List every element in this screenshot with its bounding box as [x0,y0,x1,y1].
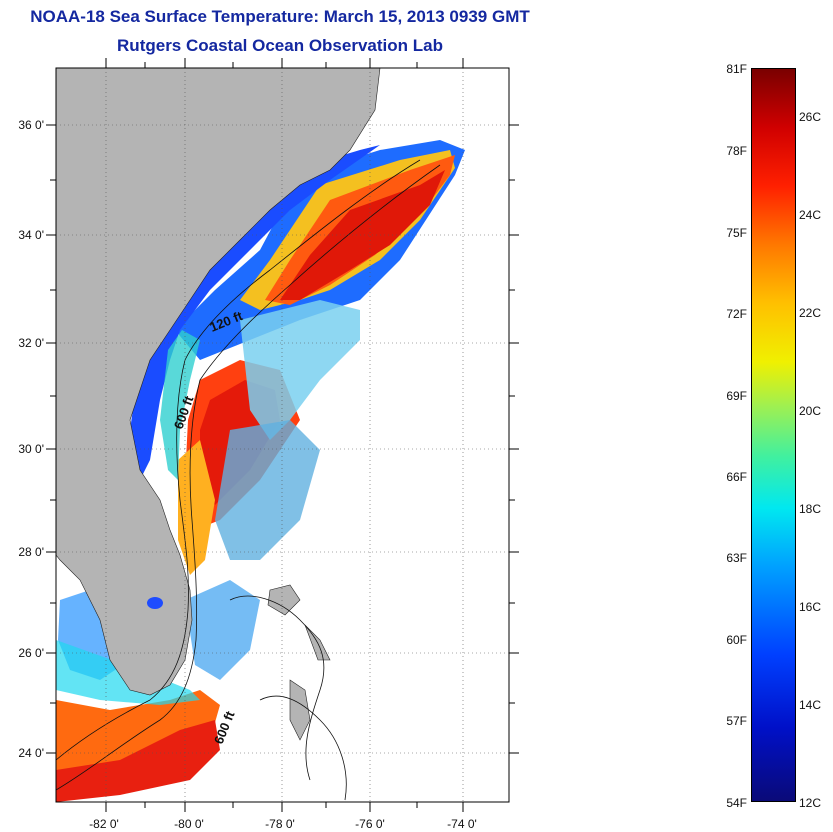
lat-label-34: 34 0' [18,228,44,242]
land-mass [56,68,381,696]
colorbar-c-label: 16C [799,600,822,614]
lat-label-28: 28 0' [18,545,44,559]
tick-marks [46,58,519,812]
colorbar-f-label: 57F [726,714,747,728]
sst-swath [56,68,509,802]
colorbar-c-label: 22C [799,306,822,320]
colorbar-c-label: 12C [799,796,822,810]
lat-label-30: 30 0' [18,442,44,456]
lon-label-76: -76 0' [355,817,385,831]
map-title: NOAA-18 Sea Surface Temperature: March 1… [30,7,530,26]
map-subtitle: Rutgers Coastal Ocean Observation Lab [117,36,443,55]
lat-label-24: 24 0' [18,746,44,760]
colorbar-f-label: 63F [726,551,747,565]
lon-label-74: -74 0' [447,817,477,831]
lon-label-80: -80 0' [174,817,204,831]
lat-label-26: 26 0' [18,646,44,660]
colorbar-f-label: 72F [726,307,747,321]
colorbar-c-label: 20C [799,404,822,418]
colorbar-c-label: 18C [799,502,822,516]
lon-label-78: -78 0' [265,817,295,831]
sst-map: 36 0' 34 0' 32 0' 30 0' 28 0' 26 0' 24 0… [18,58,519,831]
colorbar-f-label: 69F [726,389,747,403]
colorbar-f-label: 60F [726,633,747,647]
bathymetry-contours [56,159,441,801]
colorbar-c-label: 14C [799,698,822,712]
colorbar-f-label: 66F [726,470,747,484]
colorbar-c-label: 24C [799,208,822,222]
colorbar-f-label: 81F [726,62,747,76]
colorbar-c-label: 26C [799,110,822,124]
colorbar-f-label: 54F [726,796,747,810]
lat-label-36: 36 0' [18,118,44,132]
lat-label-32: 32 0' [18,336,44,350]
colorbar-f-label: 78F [726,144,747,158]
temperature-colorbar [751,68,796,802]
lon-label-82: -82 0' [89,817,119,831]
colorbar-f-label: 75F [726,226,747,240]
